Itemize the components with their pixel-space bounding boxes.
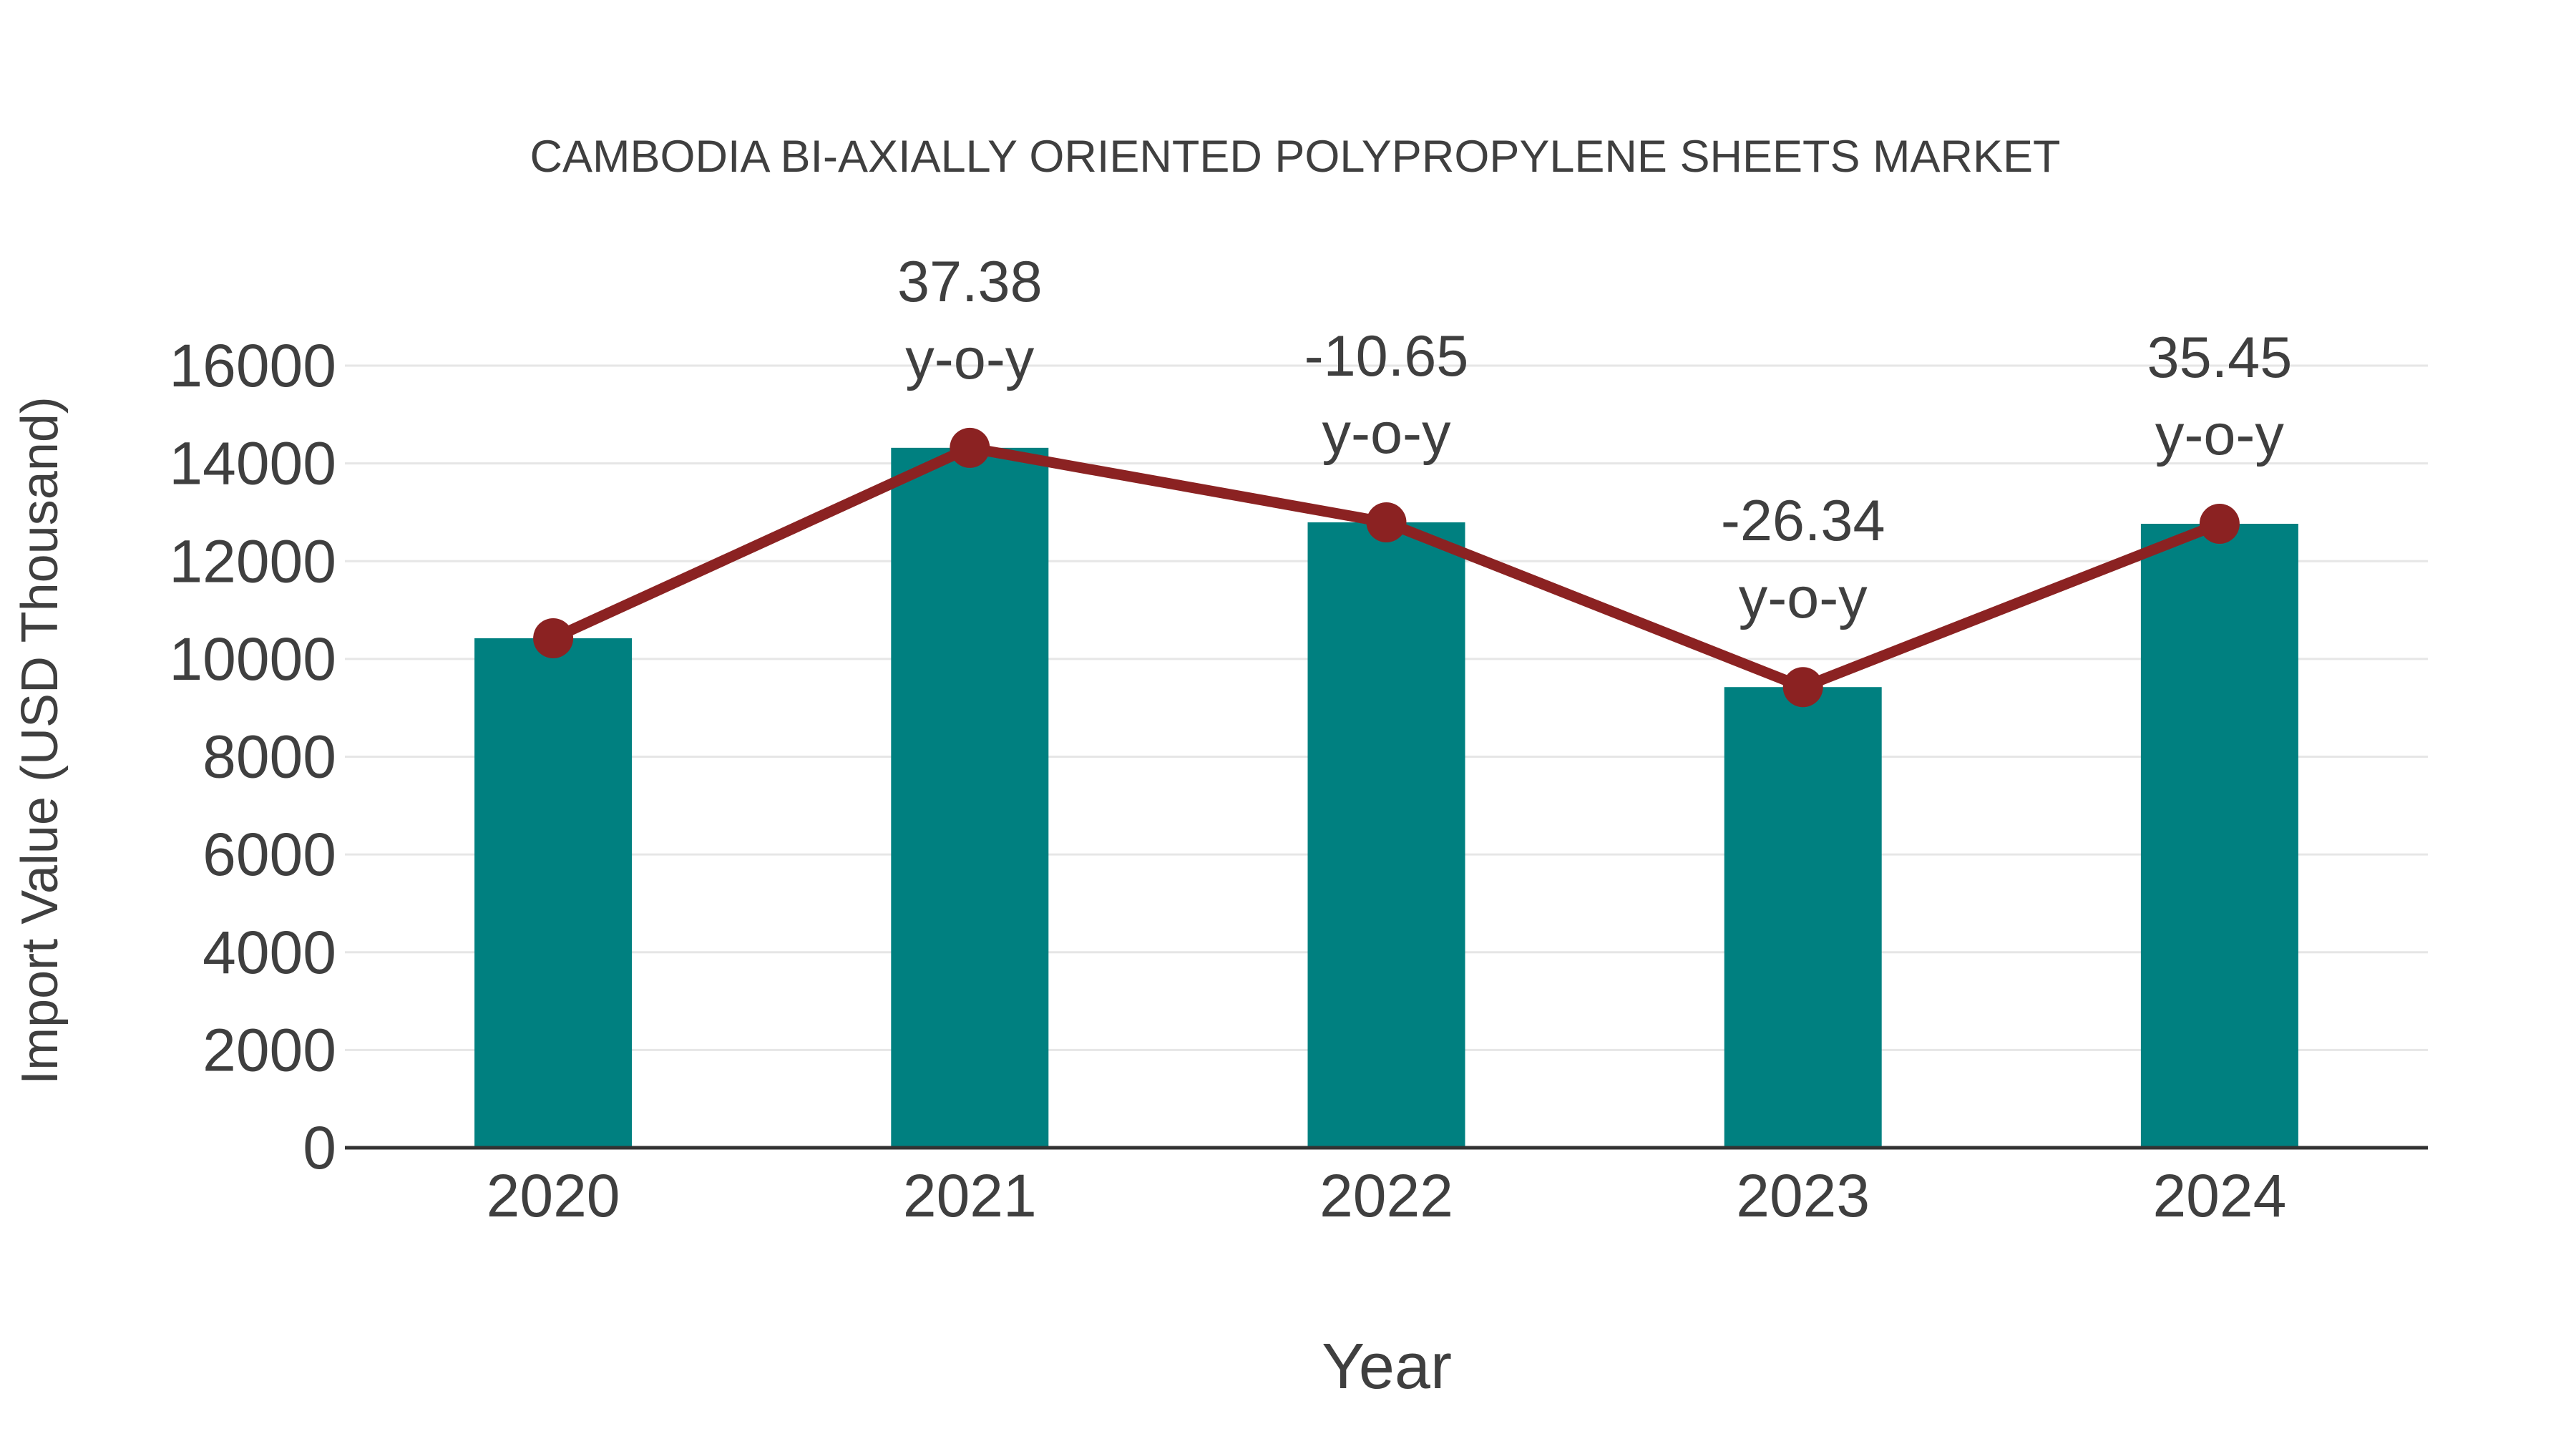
x-tick-label-2024: 2024 bbox=[2152, 1162, 2286, 1229]
annotation-2023-value: -26.34 bbox=[1721, 489, 1885, 553]
marker-2023 bbox=[1782, 667, 1823, 708]
y-tick-label-14000: 14000 bbox=[169, 430, 336, 497]
annotation-2021-suffix: y-o-y bbox=[905, 327, 1034, 391]
y-tick-label-2000: 2000 bbox=[203, 1016, 336, 1083]
x-tick-label-2021: 2021 bbox=[903, 1162, 1037, 1229]
annotation-2021-value: 37.38 bbox=[897, 250, 1043, 314]
x-tick-label-2022: 2022 bbox=[1319, 1162, 1453, 1229]
annotation-2024-value: 35.45 bbox=[2147, 326, 2293, 390]
x-tick-label-2020: 2020 bbox=[487, 1162, 620, 1229]
y-tick-label-4000: 4000 bbox=[203, 919, 336, 986]
annotation-2022-suffix: y-o-y bbox=[1322, 401, 1451, 466]
bar-2022 bbox=[1307, 522, 1465, 1148]
marker-2022 bbox=[1366, 502, 1407, 543]
annotation-2024-suffix: y-o-y bbox=[2155, 403, 2284, 467]
y-tick-label-6000: 6000 bbox=[203, 821, 336, 888]
y-tick-label-0: 0 bbox=[303, 1114, 336, 1181]
x-axis-title: Year bbox=[1322, 1331, 1452, 1402]
y-tick-label-16000: 16000 bbox=[169, 332, 336, 399]
y-tick-label-8000: 8000 bbox=[203, 723, 336, 791]
y-tick-label-10000: 10000 bbox=[169, 625, 336, 693]
plot-area: 37.38 y-o-y -10.65 y-o-y -26.34 y-o-y 35.45 y-o… bbox=[169, 250, 2428, 1229]
chart-title: CAMBODIA BI-AXIALLY ORIENTED POLYPROPYLE… bbox=[530, 132, 2060, 182]
annotation-2023-suffix: y-o-y bbox=[1739, 566, 1868, 630]
annotation-2022-value: -10.65 bbox=[1304, 324, 1469, 389]
y-tick-label-12000: 12000 bbox=[169, 527, 336, 595]
bar-2020 bbox=[474, 638, 633, 1148]
x-tick-label-2023: 2023 bbox=[1736, 1162, 1870, 1229]
marker-2020 bbox=[533, 618, 574, 658]
bar-2024 bbox=[2140, 523, 2298, 1148]
bar-2021 bbox=[891, 447, 1049, 1148]
bar-2023 bbox=[1724, 687, 1882, 1148]
marker-2021 bbox=[950, 427, 990, 468]
marker-2024 bbox=[2199, 503, 2240, 544]
y-axis-title: Import Value (USD Thousand) bbox=[11, 396, 69, 1085]
